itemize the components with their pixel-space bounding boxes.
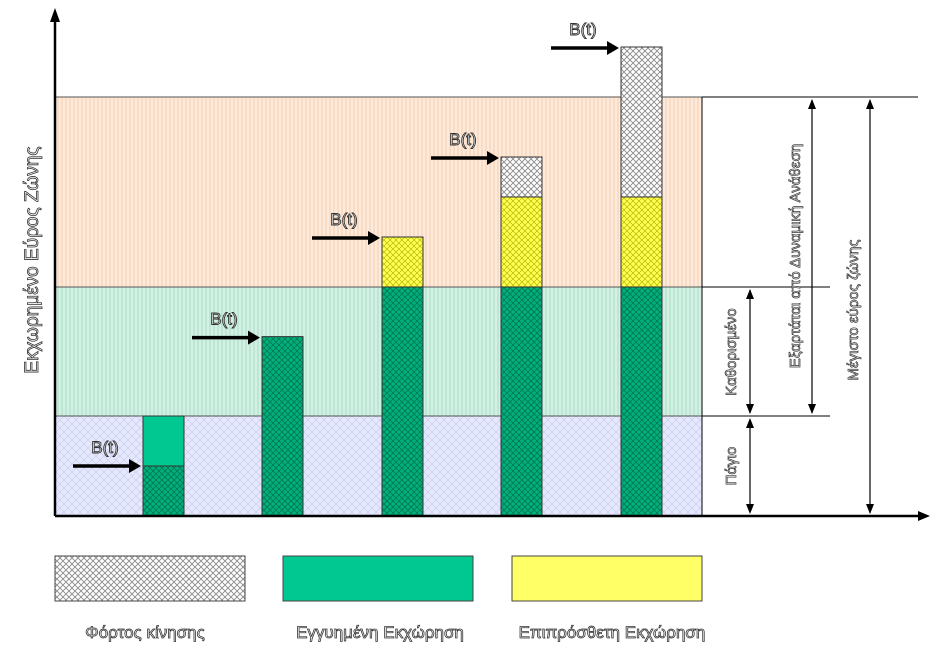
y-axis-label: Εκχωρημένο Εύρος Ζώνης [22, 146, 43, 373]
bar-additional [500, 196, 543, 288]
y-axis-arrow-icon [50, 8, 60, 22]
legend-label-additional: Επιπρόσθετη Εκχώρηση [519, 623, 706, 642]
legend-swatch-additional [511, 555, 703, 602]
band-defined [55, 287, 702, 416]
arrow-down-icon [866, 504, 874, 514]
bar-guaranteed [620, 286, 663, 517]
bar-guaranteed-used [142, 465, 185, 517]
band-regions [55, 96, 702, 516]
dynamic-band-label: Εξαρτάται από Δυναμική Ανάθεση [787, 144, 804, 368]
arrow-right-icon [129, 459, 141, 473]
arrow-right-icon [607, 41, 619, 55]
bar-traffic [500, 156, 543, 198]
defined-band-label: Καθορισμένο [723, 308, 740, 395]
arrow-up-icon [746, 289, 754, 299]
bar-guaranteed [261, 336, 304, 517]
band-dynamic [55, 97, 702, 287]
arrow-up-icon [808, 99, 816, 109]
max-band-label: Μέγιστο εύρος ζώνης [845, 239, 862, 380]
bars-group [142, 46, 663, 517]
bt-arrows-group: B(t) B(t) B(t) B(t) B(t) [73, 20, 619, 473]
bar-additional [620, 196, 663, 288]
band-annotations: Πάγιο Καθορισμένο Εξαρτάται από Δυναμική… [701, 96, 918, 516]
bar-traffic [620, 46, 663, 198]
arrow-up-icon [746, 418, 754, 428]
bt-label: B(t) [210, 310, 237, 329]
legend-swatch-traffic [54, 555, 246, 602]
legend-label-guaranteed: Εγγυημένη Εκχώρηση [296, 623, 464, 642]
bar-guaranteed [381, 286, 424, 517]
legend: Φόρτος κίνησης Εγγυημένη Εκχώρηση Επιπρό… [54, 555, 706, 642]
bt-label: B(t) [449, 130, 476, 149]
arrow-down-icon [746, 504, 754, 514]
bar-guaranteed [142, 415, 185, 467]
arrow-right-icon [248, 330, 260, 345]
bt-label: B(t) [91, 438, 118, 457]
arrow-right-icon [368, 231, 380, 245]
arrow-down-icon [746, 404, 754, 414]
arrow-up-icon [866, 99, 874, 109]
bt-label: B(t) [569, 20, 596, 39]
fixed-band-label: Πάγιο [723, 447, 740, 486]
x-axis-arrow-icon [918, 511, 930, 521]
legend-swatch-guaranteed [282, 555, 474, 602]
bt-label: B(t) [330, 210, 357, 229]
bar-guaranteed [500, 286, 543, 517]
arrow-right-icon [487, 151, 499, 165]
legend-label-traffic: Φόρτος κίνησης [85, 623, 205, 642]
arrow-down-icon [808, 404, 816, 414]
bar-additional [381, 236, 424, 288]
